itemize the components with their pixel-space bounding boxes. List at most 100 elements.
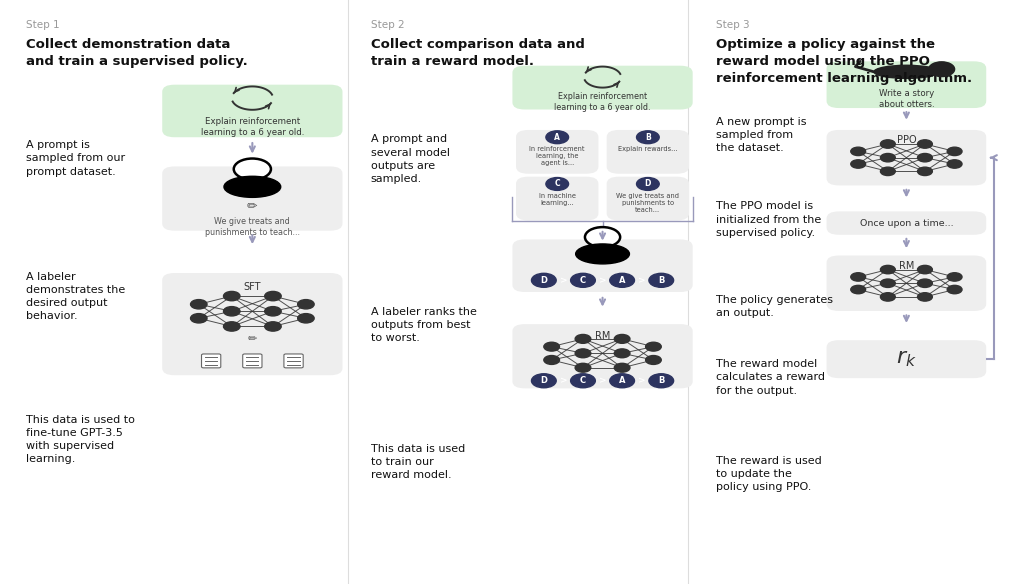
Text: PPO: PPO (896, 135, 917, 145)
Circle shape (265, 307, 281, 316)
Circle shape (851, 147, 865, 155)
Text: Step 2: Step 2 (371, 20, 405, 30)
Text: B: B (658, 376, 664, 385)
Text: SFT: SFT (244, 282, 261, 292)
FancyBboxPatch shape (243, 354, 262, 368)
Text: Explain reinforcement
learning to a 6 year old.: Explain reinforcement learning to a 6 ye… (554, 92, 651, 112)
Text: RM: RM (595, 331, 610, 341)
Text: A labeler ranks the
outputs from best
to worst.: A labeler ranks the outputs from best to… (371, 307, 477, 343)
Circle shape (544, 356, 559, 364)
Circle shape (546, 178, 569, 190)
Circle shape (265, 322, 281, 331)
Circle shape (881, 279, 895, 287)
Text: >: > (638, 276, 646, 285)
Text: C: C (580, 376, 586, 385)
Text: In reinforcement
learning, the
agent is...: In reinforcement learning, the agent is.… (529, 146, 585, 166)
Circle shape (571, 374, 595, 388)
Circle shape (637, 131, 659, 144)
Text: The reward is used
to update the
policy using PPO.: The reward is used to update the policy … (716, 456, 822, 492)
Circle shape (948, 273, 962, 281)
Circle shape (851, 286, 865, 294)
Circle shape (649, 273, 674, 287)
Text: The reward model
calculates a reward
for the output.: The reward model calculates a reward for… (716, 359, 825, 395)
Text: D: D (541, 276, 547, 285)
Text: >: > (559, 276, 568, 285)
Ellipse shape (576, 244, 629, 264)
FancyBboxPatch shape (512, 239, 692, 292)
Ellipse shape (224, 176, 281, 197)
Text: ✏: ✏ (247, 333, 258, 344)
Circle shape (881, 293, 895, 301)
Text: A: A (554, 133, 560, 142)
Ellipse shape (873, 65, 939, 78)
FancyBboxPatch shape (607, 176, 689, 220)
Circle shape (610, 273, 634, 287)
Text: Collect demonstration data
and train a supervised policy.: Collect demonstration data and train a s… (26, 38, 247, 68)
Text: A labeler
demonstrates the
desired output
behavior.: A labeler demonstrates the desired outpu… (26, 272, 125, 321)
Text: Once upon a time...: Once upon a time... (860, 218, 953, 228)
Text: The PPO model is
initialized from the
supervised policy.: The PPO model is initialized from the su… (716, 201, 821, 238)
Circle shape (646, 356, 661, 364)
Circle shape (298, 300, 314, 309)
Text: Explain rewards...: Explain rewards... (618, 146, 678, 152)
Circle shape (614, 335, 630, 343)
Circle shape (929, 62, 955, 77)
Text: Collect comparison data and
train a reward model.: Collect comparison data and train a rewa… (371, 38, 585, 68)
Circle shape (575, 349, 591, 358)
Circle shape (531, 273, 556, 287)
Circle shape (918, 293, 932, 301)
Text: In machine
learning...: In machine learning... (539, 193, 576, 206)
FancyBboxPatch shape (826, 340, 987, 378)
FancyBboxPatch shape (516, 130, 598, 174)
FancyBboxPatch shape (512, 66, 692, 110)
Circle shape (544, 342, 559, 351)
Text: >: > (598, 376, 607, 385)
Circle shape (575, 335, 591, 343)
Circle shape (571, 273, 595, 287)
Text: The policy generates
an output.: The policy generates an output. (716, 295, 833, 318)
Circle shape (224, 307, 240, 316)
Circle shape (851, 160, 865, 168)
Text: This data is used to
fine-tune GPT-3.5
with supervised
learning.: This data is used to fine-tune GPT-3.5 w… (26, 415, 135, 464)
Text: >: > (638, 376, 646, 385)
Circle shape (948, 147, 962, 155)
Circle shape (948, 160, 962, 168)
Circle shape (918, 265, 932, 274)
Text: $r_k$: $r_k$ (896, 349, 917, 369)
Text: We give treats and
punishments to
teach...: We give treats and punishments to teach.… (616, 193, 680, 213)
Circle shape (637, 178, 659, 190)
Text: Step 1: Step 1 (26, 20, 60, 30)
Circle shape (298, 314, 314, 323)
Text: >: > (559, 376, 568, 385)
Circle shape (614, 349, 630, 358)
FancyBboxPatch shape (826, 256, 987, 311)
Circle shape (881, 154, 895, 162)
Circle shape (610, 374, 634, 388)
Text: ✏: ✏ (247, 200, 258, 213)
FancyBboxPatch shape (826, 130, 987, 186)
Text: >: > (598, 276, 607, 285)
Circle shape (881, 265, 895, 274)
Circle shape (918, 154, 932, 162)
Text: Explain reinforcement
learning to a 6 year old.: Explain reinforcement learning to a 6 ye… (201, 117, 304, 137)
Circle shape (234, 158, 271, 180)
Text: A prompt and
several model
outputs are
sampled.: A prompt and several model outputs are s… (371, 134, 450, 184)
Text: This data is used
to train our
reward model.: This data is used to train our reward mo… (371, 444, 466, 480)
FancyBboxPatch shape (284, 354, 303, 368)
Circle shape (531, 374, 556, 388)
Text: A: A (619, 376, 625, 385)
Circle shape (918, 279, 932, 287)
FancyBboxPatch shape (607, 130, 689, 174)
Text: Optimize a policy against the
reward model using the PPO
reinforcement learning : Optimize a policy against the reward mod… (716, 38, 972, 85)
Circle shape (191, 300, 207, 309)
FancyBboxPatch shape (202, 354, 220, 368)
Text: A new prompt is
sampled from
the dataset.: A new prompt is sampled from the dataset… (716, 117, 806, 153)
FancyBboxPatch shape (163, 85, 342, 137)
FancyBboxPatch shape (163, 273, 342, 375)
Circle shape (224, 322, 240, 331)
FancyBboxPatch shape (826, 61, 987, 108)
Circle shape (881, 140, 895, 148)
Text: C: C (580, 276, 586, 285)
Text: D: D (541, 376, 547, 385)
Text: Write a story
about otters.: Write a story about otters. (879, 89, 934, 109)
